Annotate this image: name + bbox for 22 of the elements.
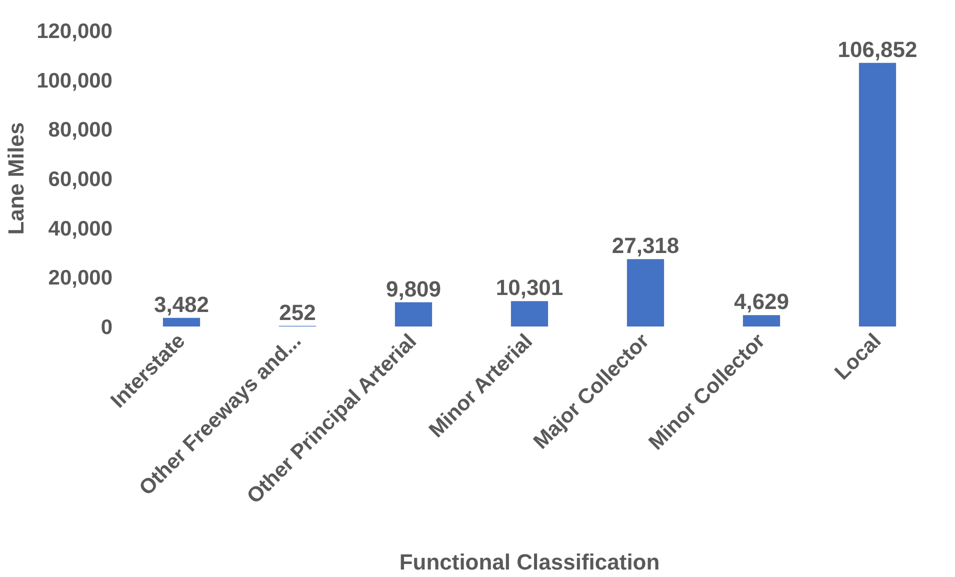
data-label: 9,809: [386, 276, 442, 302]
y-tick-label: 40,000: [48, 217, 113, 240]
bar: [626, 259, 664, 326]
bar: [162, 318, 200, 326]
data-label: 27,318: [612, 233, 680, 258]
y-axis-title: Lane Miles: [4, 122, 29, 235]
y-tick-label: 20,000: [48, 266, 113, 290]
bar: [394, 302, 432, 326]
data-label: 252: [279, 300, 316, 325]
x-axis-title: Functional Classification: [399, 549, 660, 574]
bar: [510, 301, 548, 326]
bar: [858, 62, 896, 326]
y-tick-label: 100,000: [36, 69, 113, 92]
data-label: 3,482: [154, 292, 210, 317]
data-label: 10,301: [496, 275, 564, 300]
data-label: 4,629: [734, 289, 790, 314]
y-tick-label: 120,000: [36, 20, 113, 43]
data-label: 106,852: [838, 36, 918, 62]
bar: [742, 315, 780, 326]
y-tick-label: 80,000: [48, 118, 113, 142]
y-tick-label: 0: [100, 316, 113, 339]
y-tick-label: 60,000: [48, 168, 113, 191]
